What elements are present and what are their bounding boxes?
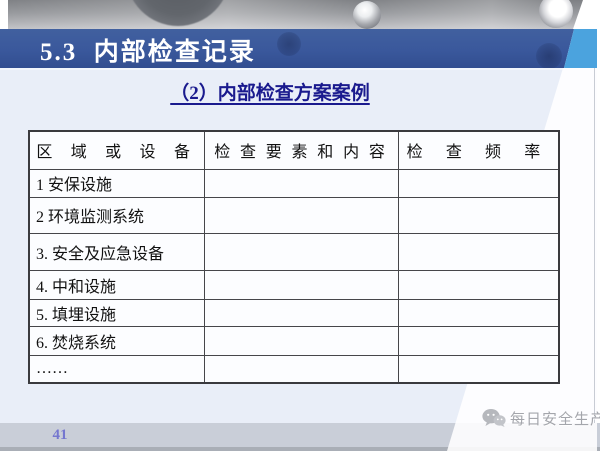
table-header-row: 区 域 或 设 备 检 查 要 素 和 内 容 检 查 频 率 [28, 130, 560, 170]
droplet-shadow [536, 43, 562, 68]
droplet-shadow [277, 32, 301, 56]
table-row: 3. 安全及应急设备 [28, 232, 560, 271]
cell-area: 4. 中和设施 [28, 269, 205, 300]
cell-area: 6. 焚烧系统 [28, 325, 205, 356]
title-bar-underline [0, 68, 600, 70]
cell-freq-empty [397, 325, 560, 356]
title-bar [0, 29, 600, 68]
slide-title: 5.3 内部检查记录 [40, 39, 256, 66]
title-bar-main [0, 29, 574, 68]
cell-area: 1 安保设施 [28, 168, 205, 198]
cell-freq-empty [397, 168, 560, 198]
cell-freq-empty [397, 298, 560, 327]
header-area-or-equipment: 区 域 或 设 备 [28, 130, 205, 170]
cell-content-empty [203, 269, 399, 300]
cell-content-empty [203, 354, 399, 384]
cell-freq-empty [397, 232, 560, 271]
cell-content-empty [203, 232, 399, 271]
cell-content-empty [203, 196, 399, 234]
table-row: 6. 焚烧系统 [28, 325, 560, 356]
header-inspection-frequency: 检 查 频 率 [397, 130, 560, 170]
cell-area: …… [28, 354, 205, 384]
page-number: 41 [52, 427, 68, 443]
table-row: 5. 填埋设施 [28, 298, 560, 327]
cell-freq-empty [397, 196, 560, 234]
table-row: 4. 中和设施 [28, 269, 560, 300]
slide-right-edge [594, 68, 595, 423]
table-row: …… [28, 354, 560, 384]
header-inspection-elements: 检 查 要 素 和 内 容 [203, 130, 399, 170]
top-strip [0, 0, 600, 29]
cell-freq-empty [397, 269, 560, 300]
water-bubble-icon [353, 1, 381, 29]
wechat-icon [482, 409, 506, 427]
table-row: 1 安保设施 [28, 168, 560, 198]
cell-area: 3. 安全及应急设备 [28, 232, 205, 271]
cell-content-empty [203, 298, 399, 327]
cell-content-empty [203, 168, 399, 198]
table-row: 2 环境监测系统 [28, 196, 560, 234]
cell-content-empty [203, 325, 399, 356]
watermark-text: 每日安全生产 [510, 410, 600, 428]
cell-freq-empty [397, 354, 560, 384]
inspection-plan-table: 区 域 或 设 备 检 查 要 素 和 内 容 检 查 频 率 1 安保设施 2… [28, 130, 560, 384]
metal-band [8, 0, 583, 29]
cell-area: 5. 填埋设施 [28, 298, 205, 327]
watermark: 每日安全生产 [482, 407, 600, 429]
water-bubble-icon [539, 0, 573, 28]
droplet-half-disc [126, 0, 230, 26]
right-margin [597, 0, 600, 423]
footer-bottom-edge [0, 447, 600, 451]
subtitle: （2）内部检查方案案例 [170, 83, 370, 104]
cell-area: 2 环境监测系统 [28, 196, 205, 234]
